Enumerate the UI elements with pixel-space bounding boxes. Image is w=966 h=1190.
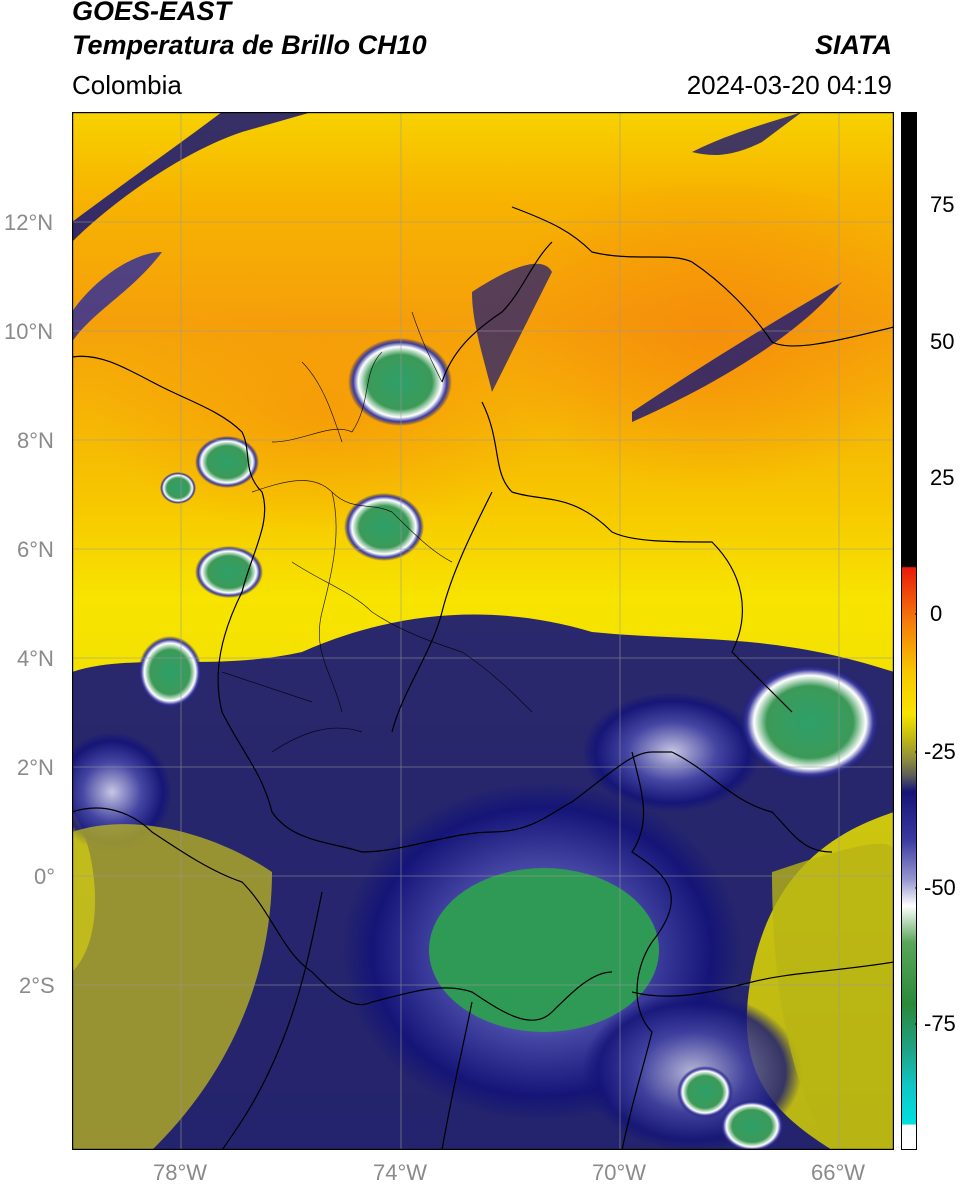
- lat-tick-10n: 10°N: [4, 319, 54, 344]
- lat-tick-6n: 6°N: [17, 537, 54, 562]
- lat-tick-4n: 4°N: [17, 646, 54, 671]
- lat-tick-0: 0°: [34, 864, 56, 889]
- colorbar-label-25: 25: [930, 465, 955, 490]
- cloud-band-nw: [72, 112, 312, 242]
- lon-tick-78w: 78°W: [153, 1160, 208, 1185]
- grid-lines: [72, 112, 894, 1150]
- colorbar-label-0: 0: [930, 601, 943, 626]
- region-label: Colombia: [72, 70, 182, 100]
- cold-top-center: [344, 493, 424, 561]
- map-frame: [72, 112, 894, 1150]
- colorbar-label-minus25: -25: [924, 739, 956, 764]
- lat-tick-2s: 2°S: [19, 973, 55, 998]
- lon-tick-66w: 66°W: [811, 1160, 866, 1185]
- lon-tick-70w: 70°W: [592, 1160, 647, 1185]
- chart-title-line1: GOES-EAST: [72, 0, 232, 26]
- colorbar-label-minus50: -50: [924, 875, 956, 900]
- cloud-band-ne: [632, 282, 842, 422]
- lat-tick-2n: 2°N: [17, 755, 54, 780]
- satellite-map: [72, 112, 894, 1150]
- colorbar-label-minus75: -75: [924, 1011, 956, 1036]
- colorbar-label-50: 50: [930, 329, 955, 354]
- colorbar: [901, 112, 917, 1150]
- colorbar-label-75: 75: [930, 192, 955, 217]
- lon-tick-74w: 74°W: [373, 1160, 428, 1185]
- department-borders: [221, 311, 533, 753]
- lat-tick-12n: 12°N: [4, 210, 54, 235]
- cold-top-north: [348, 338, 452, 426]
- organization-label: SIATA: [815, 30, 892, 60]
- cold-top-east: [740, 664, 880, 780]
- datetime-label: 2024-03-20 04:19: [686, 70, 892, 100]
- cold-top-south: [429, 868, 659, 1032]
- chart-title-line2: Temperatura de Brillo CH10: [72, 30, 427, 60]
- colorbar-gradient: [901, 112, 917, 1150]
- lat-tick-8n: 8°N: [17, 428, 54, 453]
- country-borders: [72, 206, 894, 1150]
